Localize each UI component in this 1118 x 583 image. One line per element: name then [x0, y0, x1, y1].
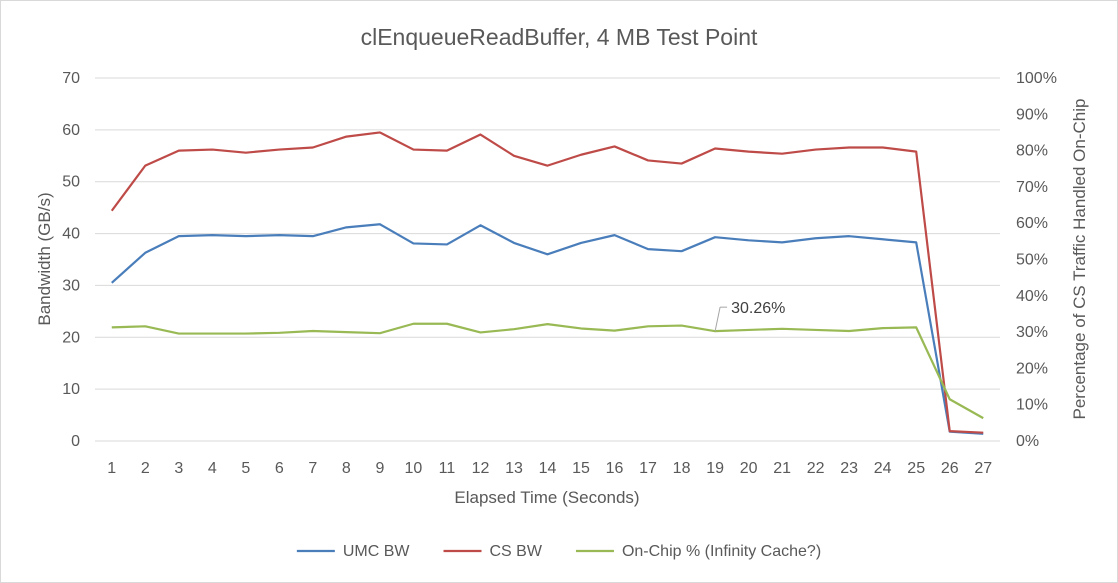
gridlines	[95, 77, 1000, 442]
x-axis-title: Elapsed Time (Seconds)	[454, 488, 639, 507]
x-tick-label: 5	[241, 460, 250, 477]
x-tick-label: 8	[342, 460, 351, 477]
y-tick-label: 60	[62, 122, 80, 139]
x-tick-label: 3	[174, 460, 183, 477]
x-tick-label: 24	[874, 460, 892, 477]
y2-tick-label: 90%	[1016, 106, 1048, 123]
y-tick-label: 70	[62, 70, 80, 87]
y-tick-label: 30	[62, 277, 80, 294]
y-axis-right-ticks: 0% 10% 20% 30% 40% 50% 60% 70% 80% 90% 100%	[1016, 70, 1057, 450]
x-tick-label: 6	[275, 460, 284, 477]
x-tick-label: 27	[974, 460, 992, 477]
y2-tick-label: 0%	[1016, 433, 1039, 450]
y2-tick-label: 50%	[1016, 252, 1048, 269]
annotation-leader-line	[714, 307, 721, 332]
y2-tick-label: 100%	[1016, 70, 1057, 87]
series-line	[111, 223, 984, 435]
y-axis-left-ticks: 0 10 20 30 40 50 60 70	[62, 70, 80, 450]
series-line	[111, 322, 984, 420]
y2-tick-label: 70%	[1016, 179, 1048, 196]
annotations: 30.26%	[714, 300, 785, 332]
legend-label: On-Chip % (Infinity Cache?)	[622, 543, 821, 560]
x-tick-label: 21	[773, 460, 791, 477]
x-tick-label: 1	[107, 460, 116, 477]
series-lines	[110, 131, 984, 435]
annotation-label: 30.26%	[731, 300, 785, 317]
x-tick-label: 15	[572, 460, 590, 477]
x-tick-label: 12	[472, 460, 490, 477]
x-tick-label: 17	[639, 460, 657, 477]
x-tick-label: 11	[439, 460, 456, 477]
y-tick-label: 50	[62, 174, 80, 191]
y-axis-right-title: Percentage of CS Traffic Handled On-Chip	[1070, 99, 1089, 420]
y-tick-label: 20	[62, 329, 80, 346]
y-axis-left-title: Bandwidth (GB/s)	[35, 192, 54, 325]
x-tick-label: 23	[840, 460, 858, 477]
x-tick-label: 9	[375, 460, 384, 477]
y2-tick-label: 20%	[1016, 360, 1048, 377]
y2-tick-label: 10%	[1016, 397, 1048, 414]
x-tick-label: 4	[208, 460, 217, 477]
x-tick-label: 7	[308, 460, 317, 477]
chart-title: clEnqueueReadBuffer, 4 MB Test Point	[361, 24, 758, 50]
x-axis-ticks: 1 2 3 4 5 6 7 8 9 10 11 12 13 14 15 16 17 18 19 20 21 22 23 24 2…	[107, 460, 992, 477]
x-tick-label: 20	[740, 460, 758, 477]
x-tick-label: 14	[539, 460, 557, 477]
legend-label: CS BW	[490, 543, 543, 560]
x-tick-label: 18	[673, 460, 691, 477]
y-tick-label: 40	[62, 226, 80, 243]
legend-label: UMC BW	[343, 543, 411, 560]
y2-tick-label: 30%	[1016, 324, 1048, 341]
y2-tick-label: 80%	[1016, 143, 1048, 160]
y2-tick-label: 40%	[1016, 288, 1048, 305]
legend: UMC BW CS BW On-Chip % (Infinity Cache?)	[296, 543, 821, 560]
series-line	[110, 131, 984, 434]
y-tick-label: 10	[62, 381, 80, 398]
x-tick-label: 13	[505, 460, 523, 477]
x-tick-label: 2	[141, 460, 150, 477]
y2-tick-label: 60%	[1016, 215, 1048, 232]
x-tick-label: 10	[405, 460, 423, 477]
x-tick-label: 22	[807, 460, 825, 477]
x-tick-label: 19	[706, 460, 724, 477]
x-tick-label: 25	[907, 460, 925, 477]
x-tick-label: 26	[941, 460, 959, 477]
x-tick-label: 16	[606, 460, 624, 477]
y-tick-label: 0	[71, 433, 80, 450]
